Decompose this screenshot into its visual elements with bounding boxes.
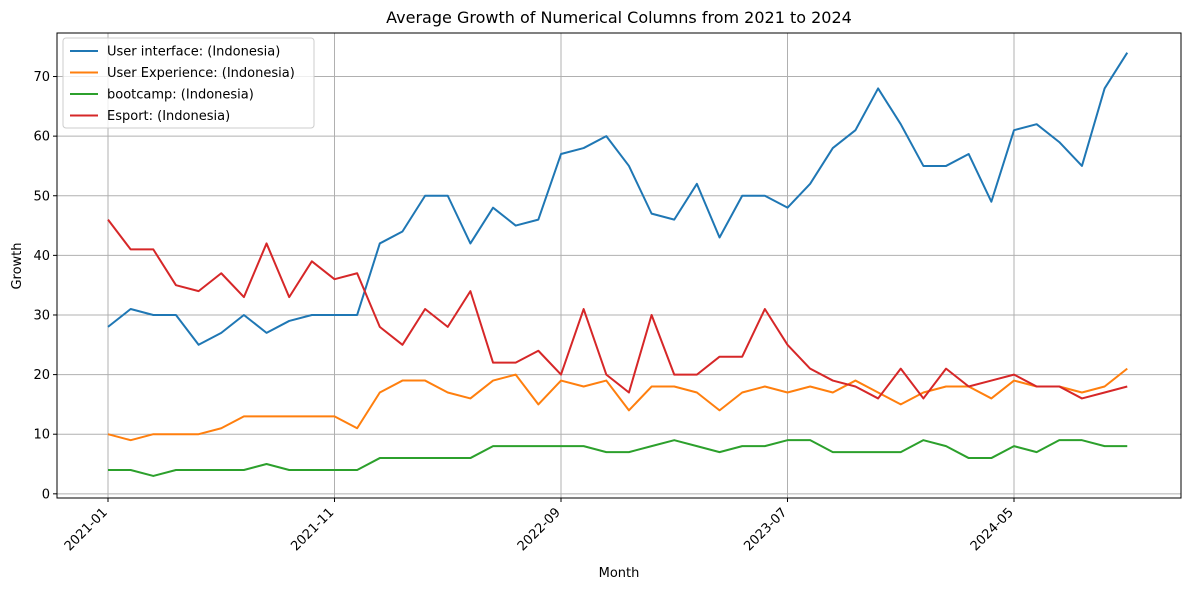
y-tick-label: 30 bbox=[33, 308, 50, 323]
y-axis-label: Growth bbox=[10, 242, 25, 289]
y-tick-label: 20 bbox=[33, 368, 50, 383]
legend-box bbox=[62, 37, 315, 129]
y-tick-label: 50 bbox=[33, 189, 50, 204]
series-line-3 bbox=[108, 439, 1128, 477]
legend-label: User Experience: (Indonesia) bbox=[107, 66, 295, 81]
series-line-2 bbox=[107, 367, 1128, 442]
legend-label: bootcamp: (Indonesia) bbox=[107, 88, 254, 103]
y-tick-label: 60 bbox=[33, 130, 50, 145]
series-lines bbox=[107, 52, 1129, 477]
plot-frame bbox=[56, 32, 1182, 499]
y-tick-label: 0 bbox=[42, 487, 50, 502]
x-axis-label: Month bbox=[599, 566, 640, 581]
legend-label: User interface: (Indonesia) bbox=[107, 45, 280, 60]
series-line-1 bbox=[107, 52, 1129, 346]
series-line-4 bbox=[107, 218, 1128, 400]
legend-label: Esport: (Indonesia) bbox=[107, 109, 230, 124]
legend: User interface: (Indonesia) User Experien… bbox=[62, 37, 315, 129]
y-tick-label: 70 bbox=[33, 70, 50, 85]
y-tick-label: 40 bbox=[33, 249, 50, 264]
chart-title: Average Growth of Numerical Columns from… bbox=[386, 8, 852, 27]
y-tick-label: 10 bbox=[33, 428, 50, 443]
